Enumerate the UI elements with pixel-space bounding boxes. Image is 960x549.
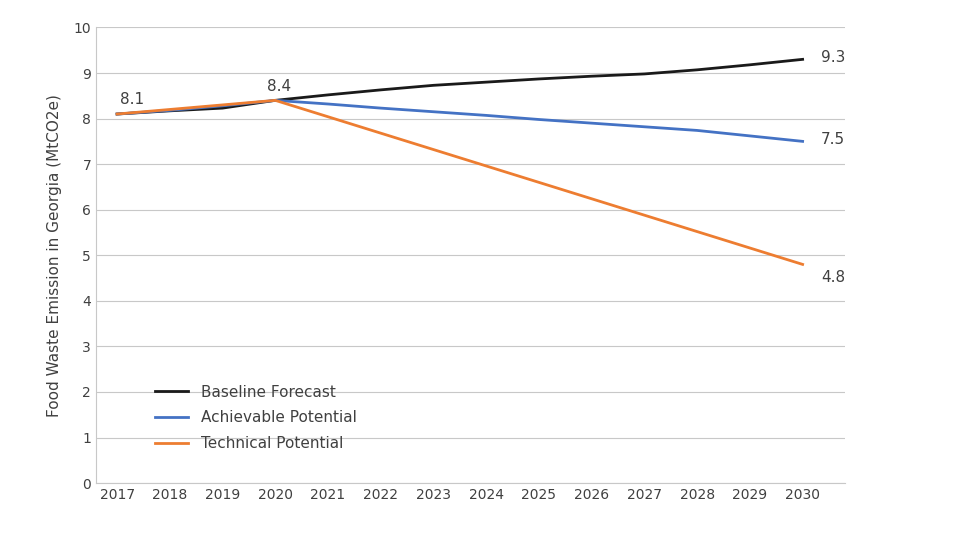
Achievable Potential (164, 107, 176, 114)
Baseline Forecast (586, 73, 597, 80)
Baseline Forecast (323, 92, 334, 98)
Achievable Potential (586, 120, 597, 126)
Line: Technical Potential: Technical Potential (117, 100, 803, 265)
Baseline Forecast (533, 76, 544, 82)
Achievable Potential (323, 100, 334, 107)
Baseline Forecast (691, 66, 703, 73)
Technical Potential (533, 179, 544, 186)
Baseline Forecast (270, 97, 281, 104)
Technical Potential (164, 106, 176, 113)
Text: 4.8: 4.8 (821, 270, 845, 285)
Technical Potential (744, 245, 756, 251)
Baseline Forecast (744, 61, 756, 68)
Achievable Potential (111, 111, 123, 117)
Technical Potential (375, 130, 387, 137)
Text: 8.1: 8.1 (120, 92, 144, 107)
Achievable Potential (744, 133, 756, 139)
Technical Potential (691, 228, 703, 235)
Achievable Potential (480, 112, 492, 119)
Text: 7.5: 7.5 (821, 132, 845, 147)
Baseline Forecast (217, 105, 228, 111)
Text: 9.3: 9.3 (821, 49, 846, 65)
Baseline Forecast (375, 87, 387, 93)
Technical Potential (480, 163, 492, 169)
Baseline Forecast (638, 71, 650, 77)
Achievable Potential (428, 109, 440, 115)
Y-axis label: Food Waste Emission in Georgia (MtCO2e): Food Waste Emission in Georgia (MtCO2e) (47, 94, 62, 417)
Technical Potential (217, 102, 228, 108)
Baseline Forecast (480, 79, 492, 86)
Achievable Potential (797, 138, 808, 145)
Technical Potential (797, 261, 808, 268)
Line: Achievable Potential: Achievable Potential (117, 100, 803, 142)
Technical Potential (638, 212, 650, 219)
Baseline Forecast (164, 108, 176, 114)
Achievable Potential (691, 127, 703, 134)
Technical Potential (111, 111, 123, 117)
Baseline Forecast (428, 82, 440, 88)
Technical Potential (586, 195, 597, 202)
Achievable Potential (375, 105, 387, 111)
Achievable Potential (638, 124, 650, 130)
Legend: Baseline Forecast, Achievable Potential, Technical Potential: Baseline Forecast, Achievable Potential,… (149, 379, 363, 457)
Achievable Potential (270, 97, 281, 104)
Technical Potential (270, 97, 281, 104)
Achievable Potential (533, 116, 544, 123)
Baseline Forecast (797, 56, 808, 63)
Technical Potential (323, 114, 334, 120)
Achievable Potential (217, 103, 228, 109)
Line: Baseline Forecast: Baseline Forecast (117, 59, 803, 114)
Baseline Forecast (111, 111, 123, 117)
Technical Potential (428, 146, 440, 153)
Text: 8.4: 8.4 (268, 80, 292, 94)
